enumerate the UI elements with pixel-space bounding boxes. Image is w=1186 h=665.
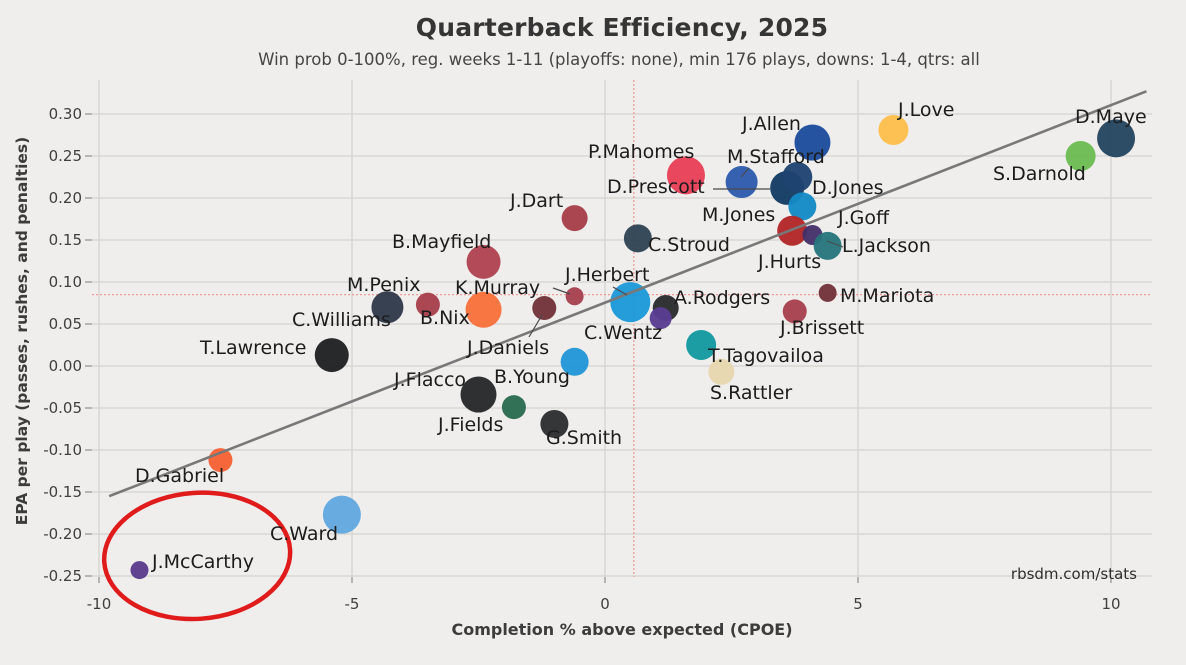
y-tick-label-0.15: 0.15 — [48, 231, 82, 249]
label-j-love: J.Love — [898, 99, 955, 121]
dot-d-jones — [782, 162, 813, 192]
label-t-tagovailoa: T.Tagovailoa — [708, 345, 824, 367]
dot-j-dart — [561, 205, 588, 232]
y-tick-label-0.20: 0.20 — [48, 189, 82, 207]
dot-j-goff — [788, 192, 817, 221]
x-axis-title: Completion % above expected (CPOE) — [451, 620, 793, 639]
y-tick-label--0.25: -0.25 — [43, 567, 82, 585]
label-j-hurts: J.Hurts — [758, 251, 822, 273]
label-k-murray: K.Murray — [455, 277, 541, 299]
label-c-wentz: C.Wentz — [584, 322, 663, 344]
label-c-ward: C.Ward — [270, 523, 339, 545]
label-l-jackson: L.Jackson — [842, 235, 931, 257]
label-a-rodgers: A.Rodgers — [674, 287, 771, 309]
dot-c-ward — [322, 495, 361, 534]
label-c-williams: C.Williams — [292, 309, 391, 331]
chart-title: Quarterback Efficiency, 2025 — [415, 13, 829, 42]
dot-s-rattler — [708, 358, 735, 385]
dot-c-stroud — [623, 224, 652, 253]
dot-j-flacco — [460, 376, 497, 413]
label-j-herbert: J.Herbert — [565, 264, 650, 286]
dot-t-tagovailoa — [686, 330, 717, 360]
y-tick-label--0.20: -0.20 — [43, 525, 82, 543]
label-j-flacco: J.Flacco — [394, 369, 467, 391]
dot-b-young — [560, 347, 589, 376]
dot-j-fields — [501, 395, 526, 420]
label-d-gabriel: D.Gabriel — [135, 465, 225, 487]
dot-j-hurts — [813, 231, 842, 260]
label-m-penix: M.Penix — [347, 274, 421, 296]
y-tick-label--0.15: -0.15 — [43, 483, 82, 501]
label-b-mayfield: B.Mayfield — [392, 231, 492, 253]
dot-j-love — [878, 114, 909, 145]
x-tick-label--5: -5 — [344, 595, 360, 613]
y-tick-label--0.10: -0.10 — [43, 441, 82, 459]
y-tick-label-0.10: 0.10 — [48, 273, 82, 291]
label-p-mahomes: P.Mahomes — [588, 141, 695, 163]
callout-j-daniels — [528, 314, 543, 338]
label-t-lawrence: T.Lawrence — [200, 337, 307, 359]
y-tick-label-0.30: 0.30 — [48, 105, 82, 123]
dot-g-smith — [540, 409, 569, 438]
label-j-fields: J.Fields — [438, 414, 504, 436]
dot-s-darnold — [1065, 141, 1096, 171]
dot-j-mccarthy — [130, 561, 149, 580]
dot-m-penix — [415, 292, 440, 317]
dot-c-williams — [371, 291, 404, 324]
label-j-goff: J.Goff — [838, 207, 890, 229]
x-tick-label-5: 5 — [853, 595, 863, 613]
dot-d-maye — [1097, 119, 1136, 158]
dot-m-stafford — [725, 166, 758, 199]
chart-subtitle: Win prob 0-100%, reg. weeks 1-11 (playof… — [258, 50, 980, 69]
label-c-stroud: C.Stroud — [648, 234, 730, 256]
label-m-stafford: M.Stafford — [727, 146, 825, 168]
label-j-brissett: J.Brissett — [780, 317, 865, 339]
dot-j-allen — [794, 124, 831, 161]
y-tick-label-0.05: 0.05 — [48, 315, 82, 333]
callout-m-stafford — [740, 167, 750, 178]
callout-j-herbert — [612, 286, 628, 296]
label-b-young: B.Young — [494, 366, 570, 388]
dot-c-wentz — [649, 307, 672, 330]
dot-m-mariota — [818, 283, 837, 302]
label-d-jones: D.Jones — [812, 177, 884, 199]
dot-p-mahomes — [666, 156, 705, 195]
callout-k-murray — [552, 287, 571, 295]
label-m-mariota: M.Mariota — [840, 285, 935, 307]
label-j-allen: J.Allen — [742, 113, 801, 135]
label-j-dart: J.Dart — [510, 190, 564, 212]
dot-j-brissett — [782, 299, 807, 324]
y-tick-label--0.05: -0.05 — [43, 399, 82, 417]
dot-b-nix — [465, 291, 502, 328]
label-m-jones: M.Jones — [702, 204, 776, 226]
dot-k-murray — [565, 287, 584, 306]
label-d-maye: D.Maye — [1075, 106, 1147, 128]
label-d-prescott: D.Prescott — [607, 176, 705, 198]
dot-b-mayfield — [466, 244, 501, 279]
dot-t-lawrence — [314, 338, 349, 373]
x-tick-label-10: 10 — [1101, 595, 1121, 613]
label-s-rattler: S.Rattler — [710, 382, 793, 404]
dot-j-herbert — [610, 282, 651, 323]
watermark: rbsdm.com/stats — [1010, 565, 1137, 583]
y-tick-label-0.25: 0.25 — [48, 147, 82, 165]
trend-line — [108, 90, 1147, 498]
label-s-darnold: S.Darnold — [993, 163, 1086, 185]
y-tick-label-0.00: 0.00 — [48, 357, 82, 375]
x-tick-label-0: 0 — [600, 595, 610, 613]
x-tick-label--10: -10 — [86, 595, 112, 613]
callout-l-jackson — [826, 240, 844, 248]
dot-j-daniels — [532, 296, 557, 321]
label-j-daniels: J.Daniels — [467, 337, 550, 359]
label-g-smith: G.Smith — [546, 427, 623, 449]
label-j-mccarthy: J.McCarthy — [152, 551, 254, 573]
label-b-nix: B.Nix — [420, 307, 470, 329]
highlight-ellipse — [101, 490, 293, 622]
